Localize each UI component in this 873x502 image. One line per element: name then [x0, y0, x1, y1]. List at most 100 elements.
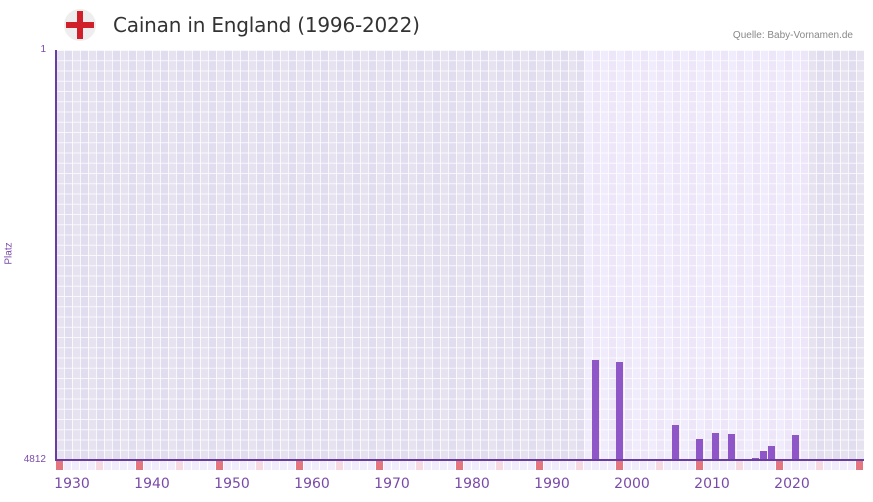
year-marker — [528, 461, 535, 470]
year-marker — [496, 461, 503, 470]
year-marker — [200, 461, 207, 470]
x-tick-1970: 1970 — [374, 476, 410, 492]
year-marker — [472, 461, 479, 470]
year-marker — [360, 461, 367, 470]
bar-2017[interactable] — [760, 450, 767, 460]
year-marker — [328, 461, 335, 470]
year-marker — [248, 461, 255, 470]
year-marker — [672, 461, 679, 470]
year-marker — [352, 461, 359, 470]
year-marker — [576, 461, 583, 470]
year-marker — [336, 461, 343, 470]
bar-1999[interactable] — [616, 361, 623, 460]
decade-marker — [376, 461, 383, 470]
year-marker — [288, 461, 295, 470]
y-axis — [55, 50, 57, 461]
year-marker — [112, 461, 119, 470]
year-marker — [728, 461, 735, 470]
decade-marker — [536, 461, 543, 470]
year-marker — [64, 461, 71, 470]
year-marker — [408, 461, 415, 470]
year-marker — [640, 461, 647, 470]
year-marker — [744, 461, 751, 470]
year-marker — [120, 461, 127, 470]
bar-2009[interactable] — [696, 439, 703, 460]
year-marker — [192, 461, 199, 470]
year-marker — [344, 461, 351, 470]
year-marker — [272, 461, 279, 470]
decade-marker — [696, 461, 703, 470]
bar-2018[interactable] — [768, 446, 775, 460]
year-marker — [232, 461, 239, 470]
year-marker — [832, 461, 839, 470]
year-marker — [752, 461, 759, 470]
x-tick-1980: 1980 — [454, 476, 490, 492]
year-marker — [240, 461, 247, 470]
year-marker — [440, 461, 447, 470]
year-marker — [656, 461, 663, 470]
england-flag-icon — [64, 9, 96, 41]
x-axis — [55, 459, 864, 461]
chart-title: Cainan in England (1996-2022) — [113, 13, 420, 37]
bar-2006[interactable] — [672, 424, 679, 460]
year-marker — [176, 461, 183, 470]
year-marker — [848, 461, 855, 470]
year-marker — [840, 461, 847, 470]
year-marker — [704, 461, 711, 470]
year-marker — [768, 461, 775, 470]
year-marker — [88, 461, 95, 470]
bar-2021[interactable] — [792, 435, 799, 460]
year-marker — [80, 461, 87, 470]
year-marker — [424, 461, 431, 470]
x-tick-1990: 1990 — [534, 476, 570, 492]
year-marker — [624, 461, 631, 470]
year-marker — [648, 461, 655, 470]
year-marker — [208, 461, 215, 470]
year-marker — [712, 461, 719, 470]
decade-marker — [216, 461, 223, 470]
decade-marker — [56, 461, 63, 470]
year-marker — [608, 461, 615, 470]
x-tick-2020: 2020 — [774, 476, 810, 492]
year-marker — [808, 461, 815, 470]
year-marker — [592, 461, 599, 470]
year-marker — [816, 461, 823, 470]
year-marker — [184, 461, 191, 470]
x-tick-1960: 1960 — [294, 476, 330, 492]
year-marker — [448, 461, 455, 470]
year-marker — [792, 461, 799, 470]
year-marker — [104, 461, 111, 470]
year-marker — [512, 461, 519, 470]
year-marker — [168, 461, 175, 470]
year-marker — [736, 461, 743, 470]
y-tick-bottom: 4812 — [23, 454, 46, 465]
year-marker — [824, 461, 831, 470]
year-marker — [160, 461, 167, 470]
year-marker — [800, 461, 807, 470]
year-marker — [720, 461, 727, 470]
bar-2011[interactable] — [712, 432, 719, 460]
x-tick-1930: 1930 — [54, 476, 90, 492]
plot-area — [56, 50, 864, 460]
year-marker — [784, 461, 791, 470]
x-tick-2010: 2010 — [694, 476, 730, 492]
x-tick-1940: 1940 — [134, 476, 170, 492]
y-tick-top: 1 — [40, 44, 46, 55]
year-marker — [304, 461, 311, 470]
year-marker — [320, 461, 327, 470]
year-marker — [96, 461, 103, 470]
year-marker — [552, 461, 559, 470]
year-marker — [560, 461, 567, 470]
year-marker — [280, 461, 287, 470]
bar-2013[interactable] — [728, 434, 735, 460]
decade-marker — [296, 461, 303, 470]
year-marker — [392, 461, 399, 470]
source-label: Quelle: Baby-Vornamen.de — [732, 30, 853, 41]
y-axis-title: Platz — [3, 242, 15, 265]
year-marker — [264, 461, 271, 470]
decade-marker — [136, 461, 143, 470]
x-tick-2000: 2000 — [614, 476, 650, 492]
bar-1996[interactable] — [592, 360, 599, 460]
decade-marker — [776, 461, 783, 470]
year-marker — [256, 461, 263, 470]
